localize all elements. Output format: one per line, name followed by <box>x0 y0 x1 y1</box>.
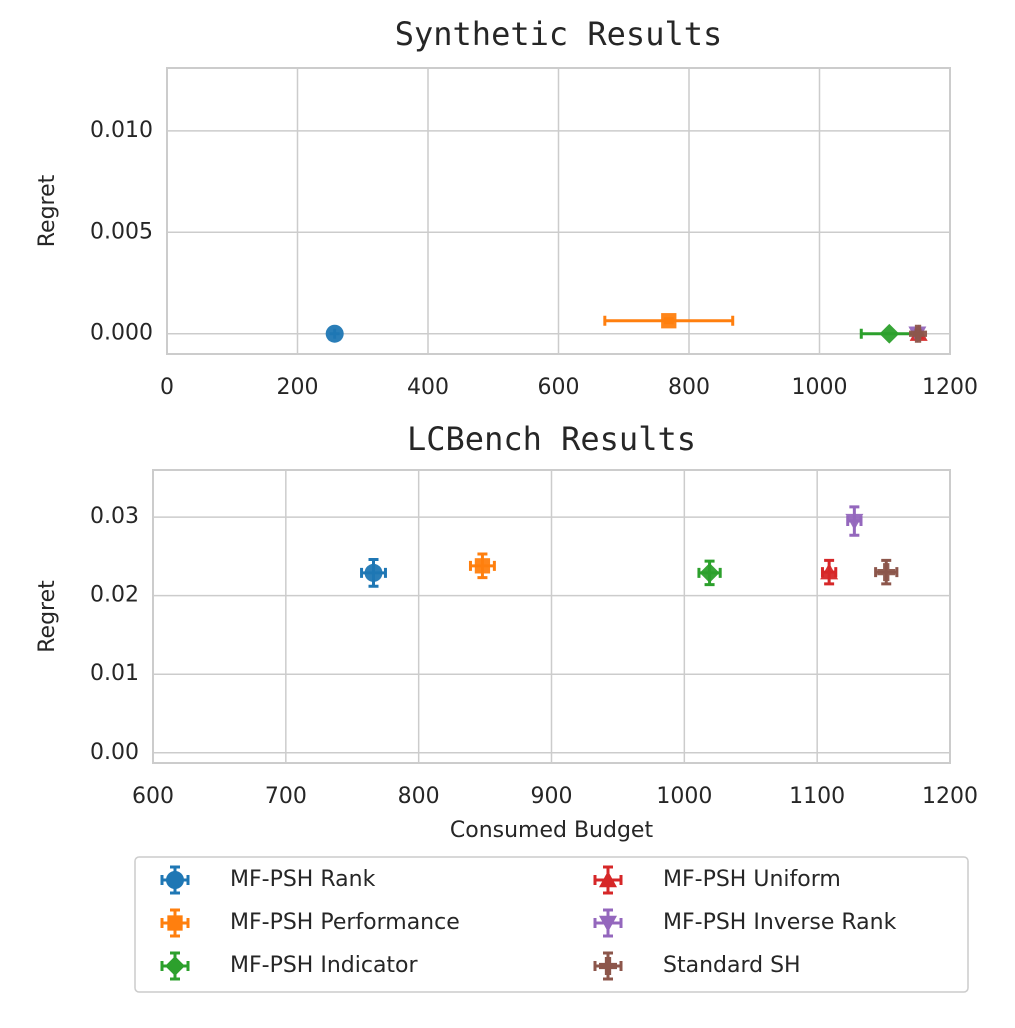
y-tick-label: 0.00 <box>90 740 139 765</box>
legend-label: MF-PSH Performance <box>230 910 460 935</box>
chart-title: LCBench Results <box>407 420 696 458</box>
plot-frame <box>166 67 951 355</box>
point <box>879 323 900 344</box>
point <box>845 513 864 531</box>
x-tick-label: 600 <box>132 784 174 809</box>
y-axis-label: Regret <box>35 174 60 247</box>
x-tick-label: 1200 <box>922 375 978 400</box>
error-point <box>603 313 735 329</box>
error-point <box>468 552 496 580</box>
x-tick-label: 800 <box>398 784 440 809</box>
y-tick-label: 0.000 <box>90 321 153 346</box>
plot-frame <box>152 469 951 764</box>
chart-title: Synthetic Results <box>395 15 723 53</box>
x-tick-label: 1100 <box>789 784 845 809</box>
legend-symbol <box>167 915 183 931</box>
point <box>474 558 491 574</box>
x-tick-label: 900 <box>531 784 573 809</box>
point <box>325 324 344 343</box>
error-point <box>845 505 864 537</box>
error-point <box>874 558 899 586</box>
legend-symbol <box>599 957 617 975</box>
point <box>661 313 677 329</box>
legend-label: MF-PSH Inverse Rank <box>663 910 897 935</box>
error-point <box>360 558 387 588</box>
point <box>699 563 720 583</box>
legend-box <box>134 856 969 993</box>
legend-label: MF-PSH Uniform <box>663 867 841 892</box>
legend-marker <box>160 865 190 895</box>
point <box>877 563 896 582</box>
y-tick-label: 0.03 <box>90 504 139 529</box>
error-point <box>909 324 928 343</box>
legend-marker <box>593 951 623 981</box>
x-tick-label: 1000 <box>792 375 848 400</box>
legend-symbol <box>599 871 617 888</box>
legend-symbol <box>166 871 184 889</box>
x-tick-label: 0 <box>160 375 174 400</box>
x-tick-label: 400 <box>407 375 449 400</box>
legend-label: MF-PSH Indicator <box>230 953 419 978</box>
x-tick-label: 800 <box>668 375 710 400</box>
legend-marker <box>593 865 623 895</box>
point <box>909 324 928 343</box>
legend-symbol <box>599 915 617 932</box>
x-tick-label: 1200 <box>922 784 978 809</box>
error-point <box>820 558 839 586</box>
y-tick-label: 0.02 <box>90 583 139 608</box>
legend-marker <box>593 908 623 938</box>
error-point <box>697 559 722 587</box>
point <box>364 563 383 582</box>
legend-label: MF-PSH Rank <box>230 867 376 892</box>
y-tick-label: 0.01 <box>90 661 139 686</box>
x-axis-label: Consumed Budget <box>450 818 654 843</box>
y-tick-label: 0.010 <box>90 118 153 143</box>
error-point <box>325 324 344 343</box>
x-tick-label: 600 <box>538 375 580 400</box>
x-tick-label: 200 <box>277 375 319 400</box>
legend-marker <box>160 951 190 981</box>
legend-label: Standard SH <box>663 953 801 978</box>
x-tick-label: 1000 <box>656 784 712 809</box>
y-axis-label: Regret <box>35 580 60 653</box>
x-tick-label: 700 <box>265 784 307 809</box>
y-tick-label: 0.005 <box>90 219 153 244</box>
legend-marker <box>160 908 190 938</box>
legend-symbol <box>165 956 185 976</box>
point <box>820 563 839 580</box>
